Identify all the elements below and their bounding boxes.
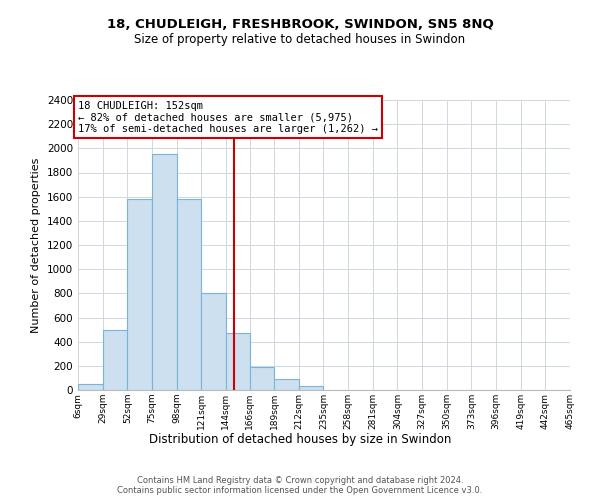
Bar [127,199,152,390]
Y-axis label: Number of detached properties: Number of detached properties [31,158,41,332]
Text: Contains HM Land Registry data © Crown copyright and database right 2024.
Contai: Contains HM Land Registry data © Crown c… [118,476,482,495]
Bar [274,379,299,390]
Bar [250,367,274,390]
Bar [226,333,250,390]
Text: 18 CHUDLEIGH: 152sqm
← 82% of detached houses are smaller (5,975)
17% of semi-de: 18 CHUDLEIGH: 152sqm ← 82% of detached h… [78,100,378,134]
Bar [299,386,323,390]
Text: 18, CHUDLEIGH, FRESHBROOK, SWINDON, SN5 8NQ: 18, CHUDLEIGH, FRESHBROOK, SWINDON, SN5 … [107,18,493,30]
Bar [78,384,103,390]
Bar [176,199,201,390]
Text: Distribution of detached houses by size in Swindon: Distribution of detached houses by size … [149,432,451,446]
Bar [103,330,127,390]
Bar [152,154,176,390]
Bar [201,294,226,390]
Text: Size of property relative to detached houses in Swindon: Size of property relative to detached ho… [134,32,466,46]
